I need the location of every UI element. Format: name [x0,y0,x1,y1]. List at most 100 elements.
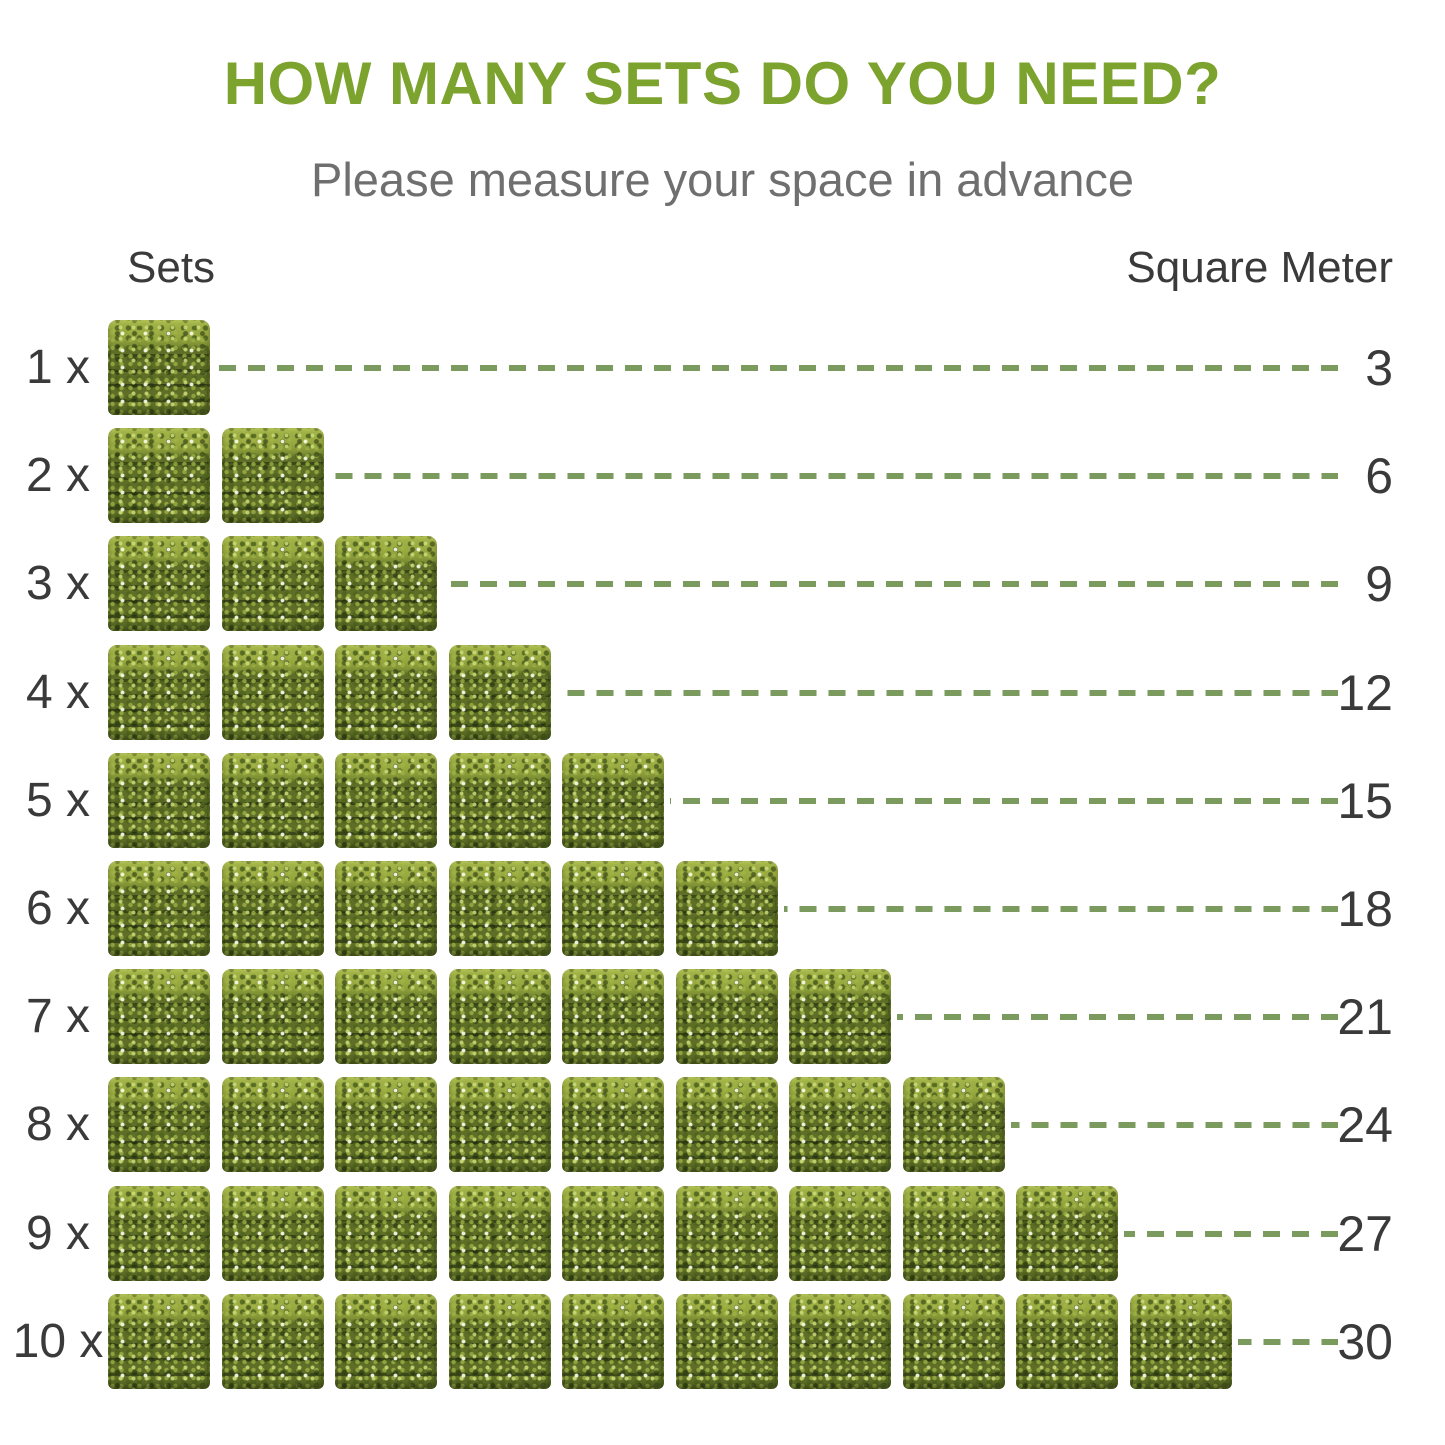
square-meter-value: 12 [1337,664,1393,721]
grass-panel-stack [108,1077,210,1173]
grass-panel-stack [335,1077,437,1173]
grass-panel-stack [108,428,210,524]
grass-panel-stack [108,644,210,740]
column-header-square-meter: Square Meter [1126,243,1393,292]
grass-panel-stack [448,1077,551,1173]
grass-panel-stack [221,969,324,1065]
set-row: 10 x 30 [0,1288,1445,1396]
square-meter-value: 15 [1337,772,1393,829]
set-row: 2 x 6 [0,422,1445,530]
square-meter-value: 6 [1365,448,1393,505]
grass-panel-stack [562,1077,664,1173]
grass-panel-stack [1129,1293,1232,1389]
grass-panel-stack [108,536,210,632]
grass-panel-stack [221,1185,324,1281]
set-count-label: 5 x [25,773,91,827]
grass-panel-stack [221,861,324,956]
grass-panel-stack [902,1185,1005,1281]
grass-panel-stack [1016,1185,1118,1281]
set-row: 8 x 24 [0,1071,1445,1179]
column-header-sets: Sets [127,243,216,292]
set-count-label: 9 x [25,1206,91,1260]
square-meter-value: 21 [1337,989,1393,1046]
square-meter-value: 24 [1337,1097,1393,1154]
grass-panel-stack [448,644,551,740]
grass-panel-stack [221,1293,324,1389]
dashed-connector-line [1010,1122,1338,1129]
grass-panel-stack [221,752,324,848]
set-count-label: 3 x [25,557,91,611]
grass-panel-stack [448,1185,551,1281]
grass-panel-stack [108,752,210,848]
square-meter-value: 9 [1365,556,1393,613]
grass-panel-stack [335,969,437,1065]
set-row: 5 x 15 [0,747,1445,855]
grass-panel-stack [902,1077,1005,1173]
grass-panel-stack [448,1293,551,1389]
dashed-connector-line [1124,1230,1338,1237]
grass-panel-stack [789,969,891,1065]
set-count-label: 8 x [25,1098,91,1152]
set-row: 3 x 9 [0,530,1445,638]
grass-panel-stack [562,969,664,1065]
grass-panel-stack [221,536,324,632]
grass-panel-stack [108,1293,210,1389]
set-count-label: 1 x [25,341,91,394]
grass-panel-stack [335,752,437,848]
grass-panel-stack [562,1293,664,1389]
dashed-connector-line [556,689,1338,696]
set-count-label: 6 x [25,882,91,935]
grass-panel-stack [562,1185,664,1281]
dashed-connector-line [897,1014,1338,1021]
dashed-connector-line [329,473,1338,480]
grass-panel-stack [221,644,324,740]
grass-panel-stack [108,969,210,1065]
grass-panel-stack [335,861,437,956]
set-count-label: 4 x [25,665,91,719]
grass-panel-stack [108,320,210,415]
grass-panel-stack [335,1293,437,1389]
grass-panel-stack [108,861,210,956]
grass-panel-stack [789,1185,891,1281]
set-count-label: 10 x [12,1314,104,1368]
dashed-connector-line [783,906,1338,912]
grass-panel-stack [221,1077,324,1173]
dashed-connector-line [1237,1338,1338,1345]
grass-panel-stack [675,969,778,1065]
grass-panel-stack [789,1293,891,1389]
grass-panel-stack [335,1185,437,1281]
dashed-connector-line [216,365,1338,371]
set-count-label: 2 x [25,449,91,503]
set-row: 9 x 27 [0,1180,1445,1288]
grass-panel-stack [675,1077,778,1173]
set-count-label: 7 x [25,990,91,1044]
set-row: 7 x 21 [0,963,1445,1071]
grass-panel-stack [1016,1293,1118,1389]
page-subtitle: Please measure your space in advance [311,153,1134,206]
grass-panel-stack [902,1293,1005,1389]
grass-panel-stack [335,536,437,632]
set-row: 1 x 3 [0,314,1445,422]
dashed-connector-line [443,581,1338,588]
grass-panel-stack [221,428,324,524]
square-meter-value: 27 [1337,1205,1393,1262]
set-row: 4 x 12 [0,639,1445,747]
grass-panel-stack [562,861,664,956]
set-row: 6 x 18 [0,855,1445,963]
grass-panel-stack [789,1077,891,1173]
dashed-connector-line [670,797,1338,804]
grass-panel-stack [108,1185,210,1281]
square-meter-value: 18 [1337,881,1393,937]
grass-panel-stack [335,644,437,740]
grass-panel-stack [448,969,551,1065]
grass-panel-stack [675,1293,778,1389]
grass-panel-stack [448,861,551,956]
grass-panel-stack [448,752,551,848]
square-meter-value: 30 [1337,1313,1393,1370]
grass-panel-stack [562,752,664,848]
page-title: HOW MANY SETS DO YOU NEED? [223,50,1222,117]
grass-panel-stack [675,1185,778,1281]
grass-panel-stack [675,861,778,956]
square-meter-value: 3 [1365,340,1393,396]
